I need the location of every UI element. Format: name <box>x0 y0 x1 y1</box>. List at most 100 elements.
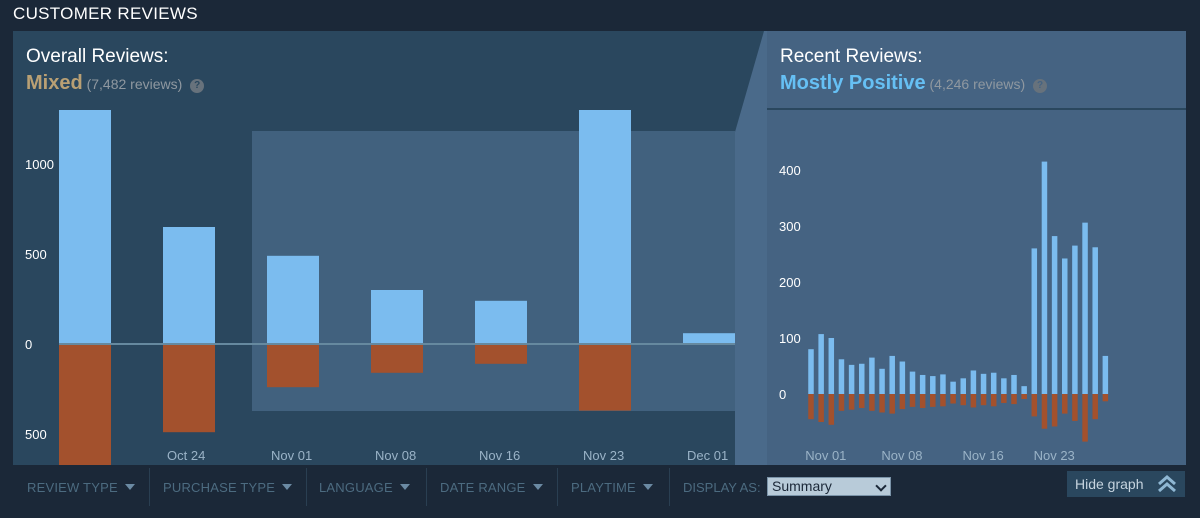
x-axis-tick-label: Nov 08 <box>881 448 922 463</box>
negative-bar <box>1102 394 1109 402</box>
negative-bar <box>1092 394 1098 420</box>
positive-bar <box>970 370 977 394</box>
negative-bar <box>163 344 215 433</box>
y-axis-tick-label: 1000 <box>25 157 54 172</box>
positive-bar <box>859 363 865 394</box>
negative-bar <box>1051 394 1058 427</box>
positive-bar <box>889 355 895 394</box>
positive-bar <box>267 255 319 344</box>
negative-bar <box>1021 394 1027 400</box>
positive-bar <box>950 381 956 394</box>
positive-bar <box>683 333 735 344</box>
caret-down-icon <box>124 484 135 490</box>
negative-bar <box>371 344 423 373</box>
positive-bar <box>371 290 423 344</box>
positive-bar <box>838 359 845 394</box>
negative-bar <box>828 394 835 425</box>
positive-bar <box>1082 222 1088 394</box>
help-icon[interactable]: ? <box>190 79 205 93</box>
positive-bar <box>163 227 215 344</box>
x-axis-tick-label: Nov 23 <box>1034 448 1075 463</box>
negative-bar <box>889 394 895 414</box>
divider <box>426 468 427 506</box>
filter-label: DATE RANGE <box>440 479 526 495</box>
positive-bar <box>899 361 906 394</box>
chevron-down-icon <box>875 480 887 492</box>
y-axis-tick-label: 100 <box>779 331 801 346</box>
x-axis-tick-label: Nov 16 <box>479 448 520 463</box>
positive-bar <box>1072 245 1078 394</box>
overall-count: (7,482 reviews) <box>86 76 183 92</box>
x-axis-tick-label: Dec 01 <box>687 448 728 463</box>
negative-bar <box>1062 394 1068 414</box>
negative-bar <box>970 394 977 408</box>
section-title: CUSTOMER REVIEWS <box>13 4 198 23</box>
filter-label: REVIEW TYPE <box>27 479 118 495</box>
y-axis-tick-label: 200 <box>779 275 801 290</box>
positive-bar <box>1062 258 1068 394</box>
display-as-select[interactable]: Summary <box>767 477 891 496</box>
positive-bar <box>828 338 835 394</box>
caret-down-icon <box>282 484 293 490</box>
recent-label: Recent Reviews: <box>780 46 923 67</box>
negative-bar <box>1031 394 1038 417</box>
selected-range-highlight <box>252 131 735 411</box>
caret-down-icon <box>399 484 410 490</box>
filter-purchase-type[interactable]: PURCHASE TYPE <box>163 466 293 508</box>
recent-reviews-chart: 400 300 200 100 0 Nov 01 Nov 08 Nov 16 Nov 23 <box>779 161 1109 463</box>
negative-bar <box>909 394 916 407</box>
positive-bar <box>940 374 946 394</box>
positive-bar <box>1011 374 1017 394</box>
positive-bar <box>869 357 875 394</box>
positive-bar <box>1092 247 1098 394</box>
help-icon[interactable]: ? <box>1033 79 1048 93</box>
positive-bar <box>579 110 631 345</box>
double-chevron-up-icon <box>1158 475 1176 493</box>
filter-playtime[interactable]: PLAYTIME <box>571 466 653 508</box>
positive-bar <box>475 300 527 344</box>
filter-label: LANGUAGE <box>319 479 393 495</box>
filter-language[interactable]: LANGUAGE <box>319 466 410 508</box>
negative-bar <box>1011 394 1017 405</box>
x-axis-tick-label: Nov 16 <box>963 448 1004 463</box>
negative-bar <box>1082 394 1088 442</box>
negative-bar <box>1001 394 1007 403</box>
zoom-connector <box>735 31 767 465</box>
panel-divider <box>767 108 1186 110</box>
divider <box>149 468 150 506</box>
y-axis-tick-label: 300 <box>779 219 801 234</box>
negative-bar <box>990 394 997 407</box>
y-axis-tick-label: 400 <box>779 163 801 178</box>
positive-bar <box>59 110 111 344</box>
positive-bar <box>879 368 885 394</box>
divider <box>669 468 670 506</box>
filter-label: PURCHASE TYPE <box>163 479 276 495</box>
overall-verdict: Mixed <box>26 72 83 94</box>
positive-bar <box>1041 161 1048 394</box>
overall-label: Overall Reviews: <box>26 46 169 67</box>
hide-graph-label: Hide graph <box>1075 476 1144 492</box>
hide-graph-button[interactable]: Hide graph <box>1067 471 1185 497</box>
positive-bar <box>960 378 966 394</box>
overall-summary: Overall Reviews: Mixed (7,482 reviews) ? <box>26 46 205 95</box>
filter-review-type[interactable]: REVIEW TYPE <box>27 466 135 508</box>
positive-bar <box>1001 378 1007 394</box>
positive-bar <box>1102 355 1109 394</box>
divider <box>557 468 558 506</box>
negative-bar <box>818 394 824 422</box>
positive-bar <box>909 371 916 394</box>
x-axis-tick-label: Nov 08 <box>375 448 416 463</box>
y-axis-tick-label: 500 <box>25 247 47 262</box>
x-axis-tick-label: Nov 01 <box>805 448 846 463</box>
negative-bar <box>940 394 946 407</box>
negative-bar <box>930 394 936 407</box>
caret-down-icon <box>642 484 653 490</box>
y-axis-tick-label: 0 <box>779 387 786 402</box>
positive-bar <box>980 373 987 394</box>
positive-bar <box>1051 236 1058 394</box>
negative-bar <box>960 394 966 406</box>
negative-bar <box>919 394 926 408</box>
filter-date-range[interactable]: DATE RANGE <box>440 466 543 508</box>
x-axis-tick-label: Nov 01 <box>271 448 312 463</box>
x-axis-tick-label: Nov 23 <box>583 448 624 463</box>
